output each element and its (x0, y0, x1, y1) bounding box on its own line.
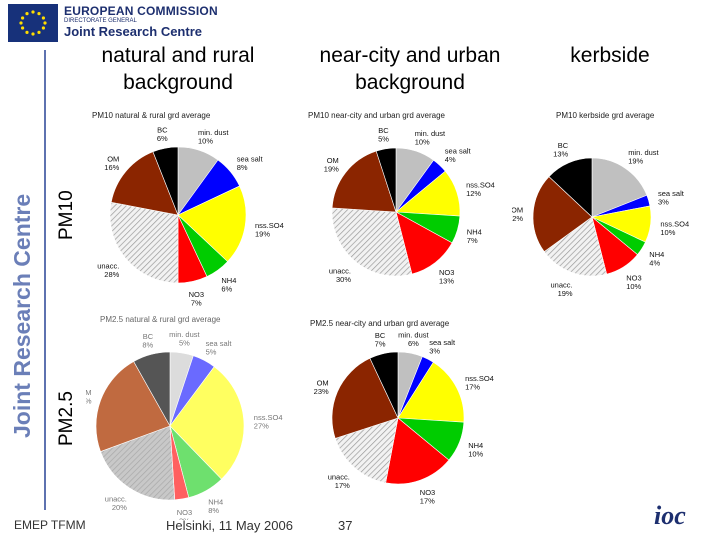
data-label-om: OM22% (512, 205, 523, 223)
pie-slice-bc (375, 147, 397, 213)
eu-flag-logo (8, 4, 58, 42)
chart-title: PM2.5 near-city and urban grd average (310, 319, 450, 328)
pie-slice-om (95, 361, 171, 452)
data-label-nss-so4: nss.SO4 27% (254, 413, 283, 431)
org-jrc: Joint Research Centre (64, 24, 202, 39)
data-label-nh4: NH4 8% (208, 497, 223, 515)
data-label-nh4: NH4 4% (649, 250, 664, 268)
pie-slice-min-dust (591, 157, 648, 218)
data-label-om: OM22% (86, 388, 92, 406)
footer-location-date: Helsinki, 11 May 2006 (166, 518, 293, 533)
data-label-nss-so4: nss.SO4 17% (465, 374, 494, 392)
data-label-bc: BC 5% (378, 126, 389, 144)
data-label-min-dust: min. dust 10% (198, 128, 229, 146)
column-heading-rural: natural and rural background (101, 44, 255, 94)
eu-stars-icon (19, 10, 47, 36)
data-label-min-dust: min. dust 19% (628, 148, 659, 166)
pie-slice-om (331, 150, 397, 213)
data-label-no3: NO3 17% (420, 488, 435, 506)
pie-slice-bc (369, 351, 399, 419)
pie-chart-pm10-urban: PM10 near-city and urban grd average min.… (308, 111, 495, 286)
pie-slice-unacc (109, 201, 179, 284)
pie-slice-unacc (543, 216, 608, 277)
data-label-nss-so4: nss.SO4 10% (660, 219, 689, 237)
chart-title: PM10 near-city and urban grd average (308, 111, 446, 120)
ioc-logo-text: ioc (654, 501, 686, 530)
data-label-sea-salt: sea salt 4% (445, 147, 472, 165)
data-label-no3: NO3 7% (189, 290, 204, 308)
data-label-bc: BC 6% (157, 126, 168, 144)
pie-chart-pm10-rural: PM10 natural & rural grd average min. dus… (92, 111, 284, 308)
footer-event: EMEP TFMM (14, 518, 86, 532)
data-label-nss-so4: nss.SO4 12% (466, 180, 495, 198)
pie-slice-unacc (100, 425, 176, 501)
ioc-logo: ioc (654, 501, 686, 530)
row-label-pm10-wrap: PM10 (56, 190, 77, 240)
chart-title: PM2.5 natural & rural grd average (100, 315, 221, 324)
data-label-no3: NO33% (177, 508, 192, 520)
data-label-min-dust: min. dust 5% (169, 330, 200, 348)
vertical-brand-text: Joint Research Centre (9, 194, 35, 438)
pie-slice-unacc (331, 207, 413, 277)
chart-title: PM10 kerbside grd average (556, 111, 655, 120)
data-label-bc: BC 7% (375, 331, 386, 349)
pie-slice-bc (152, 146, 179, 216)
data-label-no3: NO3 13% (439, 268, 454, 286)
page-number: 37 (338, 518, 353, 533)
chart-title: PM10 natural & rural grd average (92, 111, 211, 120)
data-label-nh4: NH4 7% (467, 227, 482, 245)
data-label-nss-so4: nss.SO4 19% (255, 221, 284, 239)
data-label-unacc: unacc. 19% (550, 281, 572, 299)
pie-slice-no3 (385, 417, 450, 485)
data-label-bc: BC 13% (553, 141, 569, 159)
pie-slice-nss-so4 (397, 361, 465, 423)
data-label-sea-salt: sea salt 8% (237, 155, 264, 173)
data-label-nh4: NH4 6% (221, 276, 236, 294)
data-label-min-dust: min. dust 10% (415, 129, 446, 147)
data-label-sea-salt: sea salt 3% (429, 338, 456, 356)
pie-slice-bc (548, 157, 593, 218)
pie-slice-om (532, 176, 593, 253)
data-label-om: OM 16% (104, 155, 119, 173)
data-label-bc: BC 8% (142, 332, 153, 350)
pie-slice-om (110, 151, 179, 216)
pie-slice-nss-so4 (177, 185, 247, 262)
row-label-pm10: PM10 (56, 190, 77, 240)
data-label-unacc: unacc. 30% (329, 267, 351, 285)
pie-slice-om (331, 357, 399, 439)
row-label-pm25-wrap: PM2.5 (56, 391, 77, 446)
data-label-sea-salt: sea salt 5% (206, 339, 233, 357)
pie-chart-pm25-rural: PM2.5 natural & rural grd average min. du… (86, 315, 283, 520)
org-directorate: DIRECTORATE GENERAL (64, 18, 137, 24)
org-name: EUROPEAN COMMISSION (64, 4, 218, 18)
data-label-unacc: unacc. 28% (97, 262, 119, 280)
pie-slice-bc (133, 351, 171, 428)
pie-slice-nss-so4 (169, 366, 245, 480)
column-heading-urban: near-city and urban background (319, 44, 501, 94)
data-label-min-dust: min. dust 6% (398, 331, 429, 349)
data-label-no3: NO3 10% (626, 273, 641, 291)
data-label-nh4: NH4 10% (468, 441, 483, 459)
data-label-unacc: unacc. 17% (328, 473, 350, 491)
pie-chart-pm10-kerbside: PM10 kerbside grd average min. dust 19% sea… (512, 111, 689, 299)
vertical-brand: Joint Research Centre (9, 194, 35, 438)
pie-chart-pm25-urban: PM2.5 near-city and urban grd average min… (310, 319, 494, 506)
data-label-unacc: unacc. 20% (105, 494, 127, 512)
row-label-pm25: PM2.5 (56, 391, 77, 446)
data-label-sea-salt: sea salt 3% (658, 189, 685, 207)
column-heading-kerbside: kerbside (570, 44, 650, 67)
sidebar-divider (44, 50, 46, 510)
pie-slice-unacc (334, 417, 399, 484)
data-label-om: OM 19% (324, 156, 339, 174)
data-label-om: OM 23% (314, 378, 329, 396)
